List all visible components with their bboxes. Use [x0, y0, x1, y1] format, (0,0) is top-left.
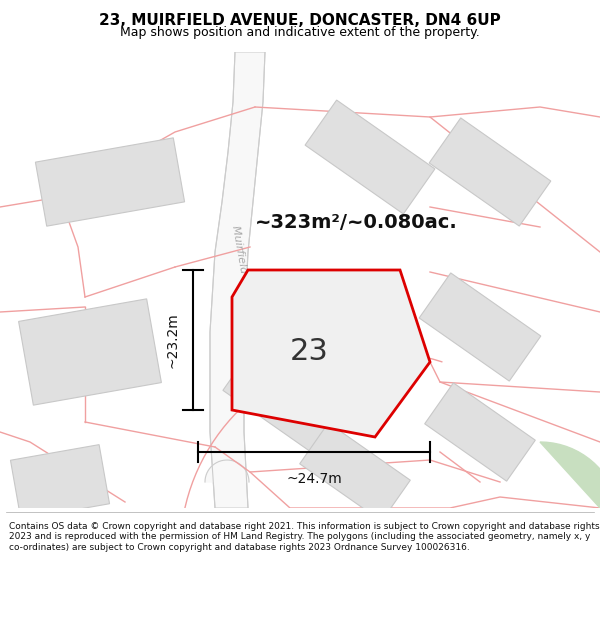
Polygon shape	[10, 444, 110, 519]
Polygon shape	[300, 423, 410, 521]
Polygon shape	[205, 460, 249, 482]
Text: Contains OS data © Crown copyright and database right 2021. This information is : Contains OS data © Crown copyright and d…	[9, 522, 599, 552]
Polygon shape	[210, 52, 265, 508]
Polygon shape	[429, 118, 551, 226]
Polygon shape	[223, 325, 367, 459]
Text: Map shows position and indicative extent of the property.: Map shows position and indicative extent…	[120, 26, 480, 39]
Text: 23: 23	[290, 336, 329, 366]
Text: ~23.2m: ~23.2m	[165, 312, 179, 368]
Text: 23, MUIRFIELD AVENUE, DONCASTER, DN4 6UP: 23, MUIRFIELD AVENUE, DONCASTER, DN4 6UP	[99, 13, 501, 28]
Polygon shape	[232, 270, 430, 437]
Text: ~24.7m: ~24.7m	[286, 472, 342, 486]
Polygon shape	[305, 100, 435, 214]
Polygon shape	[35, 138, 185, 226]
Polygon shape	[425, 383, 535, 481]
Polygon shape	[540, 442, 600, 522]
Polygon shape	[19, 299, 161, 405]
Polygon shape	[260, 287, 380, 398]
Text: ~323m²/~0.080ac.: ~323m²/~0.080ac.	[255, 213, 458, 231]
Polygon shape	[419, 273, 541, 381]
Text: Muirfield Avenue: Muirfield Avenue	[230, 225, 256, 319]
